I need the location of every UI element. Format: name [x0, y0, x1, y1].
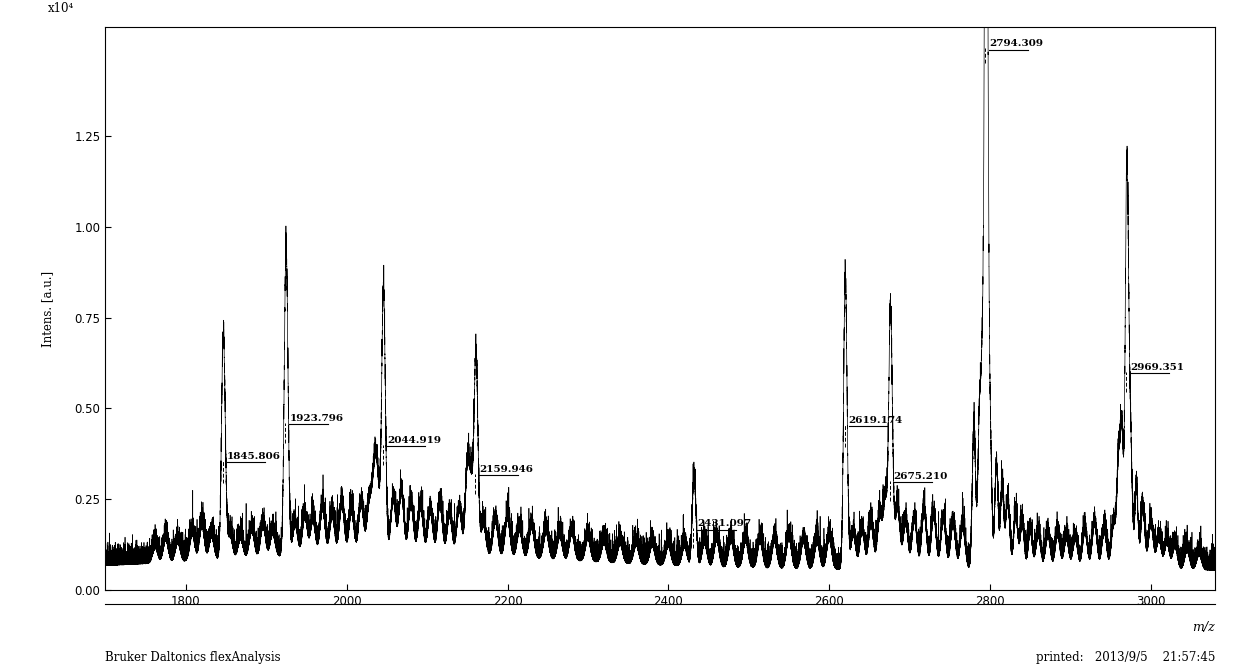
Text: printed:   2013/9/5    21:57:45: printed: 2013/9/5 21:57:45	[1035, 651, 1215, 664]
Text: 1845.806: 1845.806	[227, 452, 280, 461]
Text: 2431.097: 2431.097	[697, 520, 751, 528]
Text: 1923.796: 1923.796	[289, 414, 343, 423]
Text: Intens. [a.u.]: Intens. [a.u.]	[41, 270, 55, 347]
Text: 2044.919: 2044.919	[387, 436, 440, 445]
Text: 2675.210: 2675.210	[894, 472, 949, 481]
Text: 2794.309: 2794.309	[990, 39, 1044, 49]
Text: 2969.351: 2969.351	[1130, 363, 1184, 372]
Text: 2619.174: 2619.174	[848, 416, 903, 425]
Text: m/z: m/z	[1193, 621, 1215, 634]
Text: x10⁴: x10⁴	[47, 3, 74, 15]
Text: Bruker Daltonics flexAnalysis: Bruker Daltonics flexAnalysis	[105, 651, 281, 664]
Text: 2159.946: 2159.946	[480, 465, 533, 474]
